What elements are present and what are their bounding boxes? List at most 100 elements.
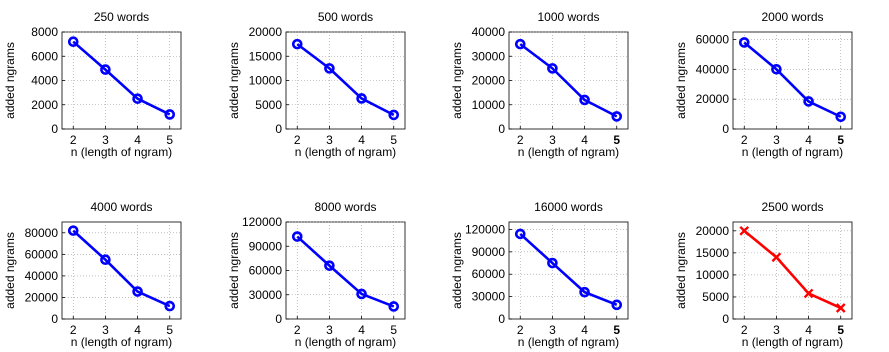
y-tick-label: 0	[498, 122, 505, 136]
x-tick-label: 4	[134, 323, 141, 337]
series-line	[743, 41, 842, 118]
y-tick-label: 40000	[472, 25, 506, 39]
data-point	[67, 225, 79, 236]
series-line	[296, 43, 395, 117]
y-tick-label: 0	[722, 122, 729, 136]
data-point	[771, 252, 782, 263]
data-point	[164, 300, 176, 312]
y-tick-label: 90000	[472, 245, 506, 259]
x-tick-label: 3	[326, 133, 333, 147]
y-tick-label: 90000	[249, 239, 283, 253]
y-tick-label: 20000	[472, 74, 506, 88]
x-tick-label: 4	[581, 133, 588, 147]
data-point-stroke	[803, 288, 814, 299]
y-tick-label: 60000	[25, 247, 59, 261]
chart-title: 2000 words	[761, 10, 823, 24]
data-point	[514, 228, 526, 240]
data-point	[100, 254, 111, 266]
chart-panel: 2 3 4 5 0 30000 60000 90000 120000 16000 words n (…	[450, 200, 629, 349]
series-line	[296, 235, 395, 308]
y-tick-label: 2000	[31, 98, 58, 112]
x-tick-label: 2	[70, 323, 77, 337]
data-point	[547, 63, 558, 74]
data-point	[291, 231, 303, 242]
data-point	[356, 288, 367, 300]
chart-panel: 2 3 4 5 0 20000 40000 60000 2000 words n (length …	[674, 10, 853, 159]
y-tick-label: 20000	[696, 224, 730, 238]
data-point	[324, 63, 335, 74]
x-tick-label: 5	[613, 133, 620, 147]
y-axis-label: added ngrams	[3, 232, 17, 309]
series-line	[72, 229, 171, 308]
x-tick-label: 4	[358, 323, 365, 337]
x-tick-label: 2	[294, 133, 301, 147]
chart-panel: 2 3 4 5 0 5000 10000 15000 20000 2500 words n (len…	[674, 200, 853, 349]
series-line	[743, 229, 842, 310]
y-axis-label: added ngrams	[227, 42, 241, 119]
y-tick-label: 10000	[249, 74, 283, 88]
y-tick-label: 0	[275, 122, 282, 136]
y-axis-label: added ngrams	[674, 42, 688, 119]
x-tick-label: 5	[837, 323, 844, 337]
data-point	[579, 286, 590, 298]
chart-title: 16000 words	[534, 200, 603, 214]
x-tick-label: 2	[294, 323, 301, 337]
y-tick-label: 80000	[25, 226, 59, 240]
x-axis-label: n (length of ngram)	[518, 335, 619, 349]
data-point-stroke	[835, 303, 846, 313]
data-point	[835, 111, 847, 123]
x-tick-label: 2	[70, 133, 77, 147]
x-tick-label: 2	[517, 133, 524, 147]
plot-frame	[508, 221, 629, 320]
data-point	[100, 64, 111, 75]
data-point	[803, 96, 814, 107]
y-tick-label: 20000	[696, 92, 730, 106]
x-tick-label: 3	[102, 133, 109, 147]
data-point	[739, 225, 750, 236]
y-tick-label: 60000	[696, 32, 730, 46]
data-point	[132, 286, 143, 297]
y-tick-label: 30000	[249, 288, 283, 302]
chart-title: 1000 words	[537, 10, 599, 24]
y-tick-label: 120000	[242, 215, 282, 229]
y-tick-label: 60000	[249, 264, 283, 278]
x-axis-label: n (length of ngram)	[71, 335, 172, 349]
x-axis-label: n (length of ngram)	[742, 335, 843, 349]
y-tick-label: 10000	[696, 268, 730, 282]
x-tick-label: 5	[390, 133, 397, 147]
data-point	[547, 257, 558, 269]
chart-title: 500 words	[318, 10, 373, 24]
y-tick-label: 0	[722, 312, 729, 326]
data-point	[611, 111, 623, 122]
chart-panel: 2 3 4 5 0 2000 4000 6000 8000 250 words n (length …	[3, 10, 182, 159]
data-point	[164, 109, 176, 120]
x-tick-label: 3	[773, 323, 780, 337]
x-axis-label: n (length of ngram)	[295, 335, 396, 349]
x-axis-label: n (length of ngram)	[518, 145, 619, 159]
data-point	[611, 299, 623, 311]
chart-title: 4000 words	[90, 200, 152, 214]
data-point	[132, 93, 143, 104]
y-tick-label: 5000	[255, 98, 282, 112]
plot-frame	[732, 31, 853, 130]
x-axis-label: n (length of ngram)	[742, 145, 843, 159]
chart-title: 250 words	[94, 10, 149, 24]
x-tick-label: 3	[549, 133, 556, 147]
series-line	[519, 43, 618, 118]
x-tick-label: 3	[773, 133, 780, 147]
x-tick-label: 3	[326, 323, 333, 337]
x-tick-label: 3	[549, 323, 556, 337]
y-tick-label: 0	[275, 312, 282, 326]
chart-panel: 2 3 4 5 0 30000 60000 90000 120000 8000 words n (l…	[227, 200, 406, 349]
x-tick-label: 2	[741, 323, 748, 337]
data-point	[388, 109, 400, 121]
chart-title: 8000 words	[314, 200, 376, 214]
y-tick-label: 15000	[696, 246, 730, 260]
y-axis-label: added ngrams	[450, 232, 464, 309]
y-tick-label: 6000	[31, 49, 58, 63]
chart-panel: 2 3 4 5 0 20000 40000 60000 80000 4000 words n (le…	[3, 200, 182, 349]
x-tick-label: 3	[102, 323, 109, 337]
y-tick-label: 15000	[249, 49, 283, 63]
y-tick-label: 5000	[702, 290, 729, 304]
y-tick-label: 8000	[31, 25, 58, 39]
